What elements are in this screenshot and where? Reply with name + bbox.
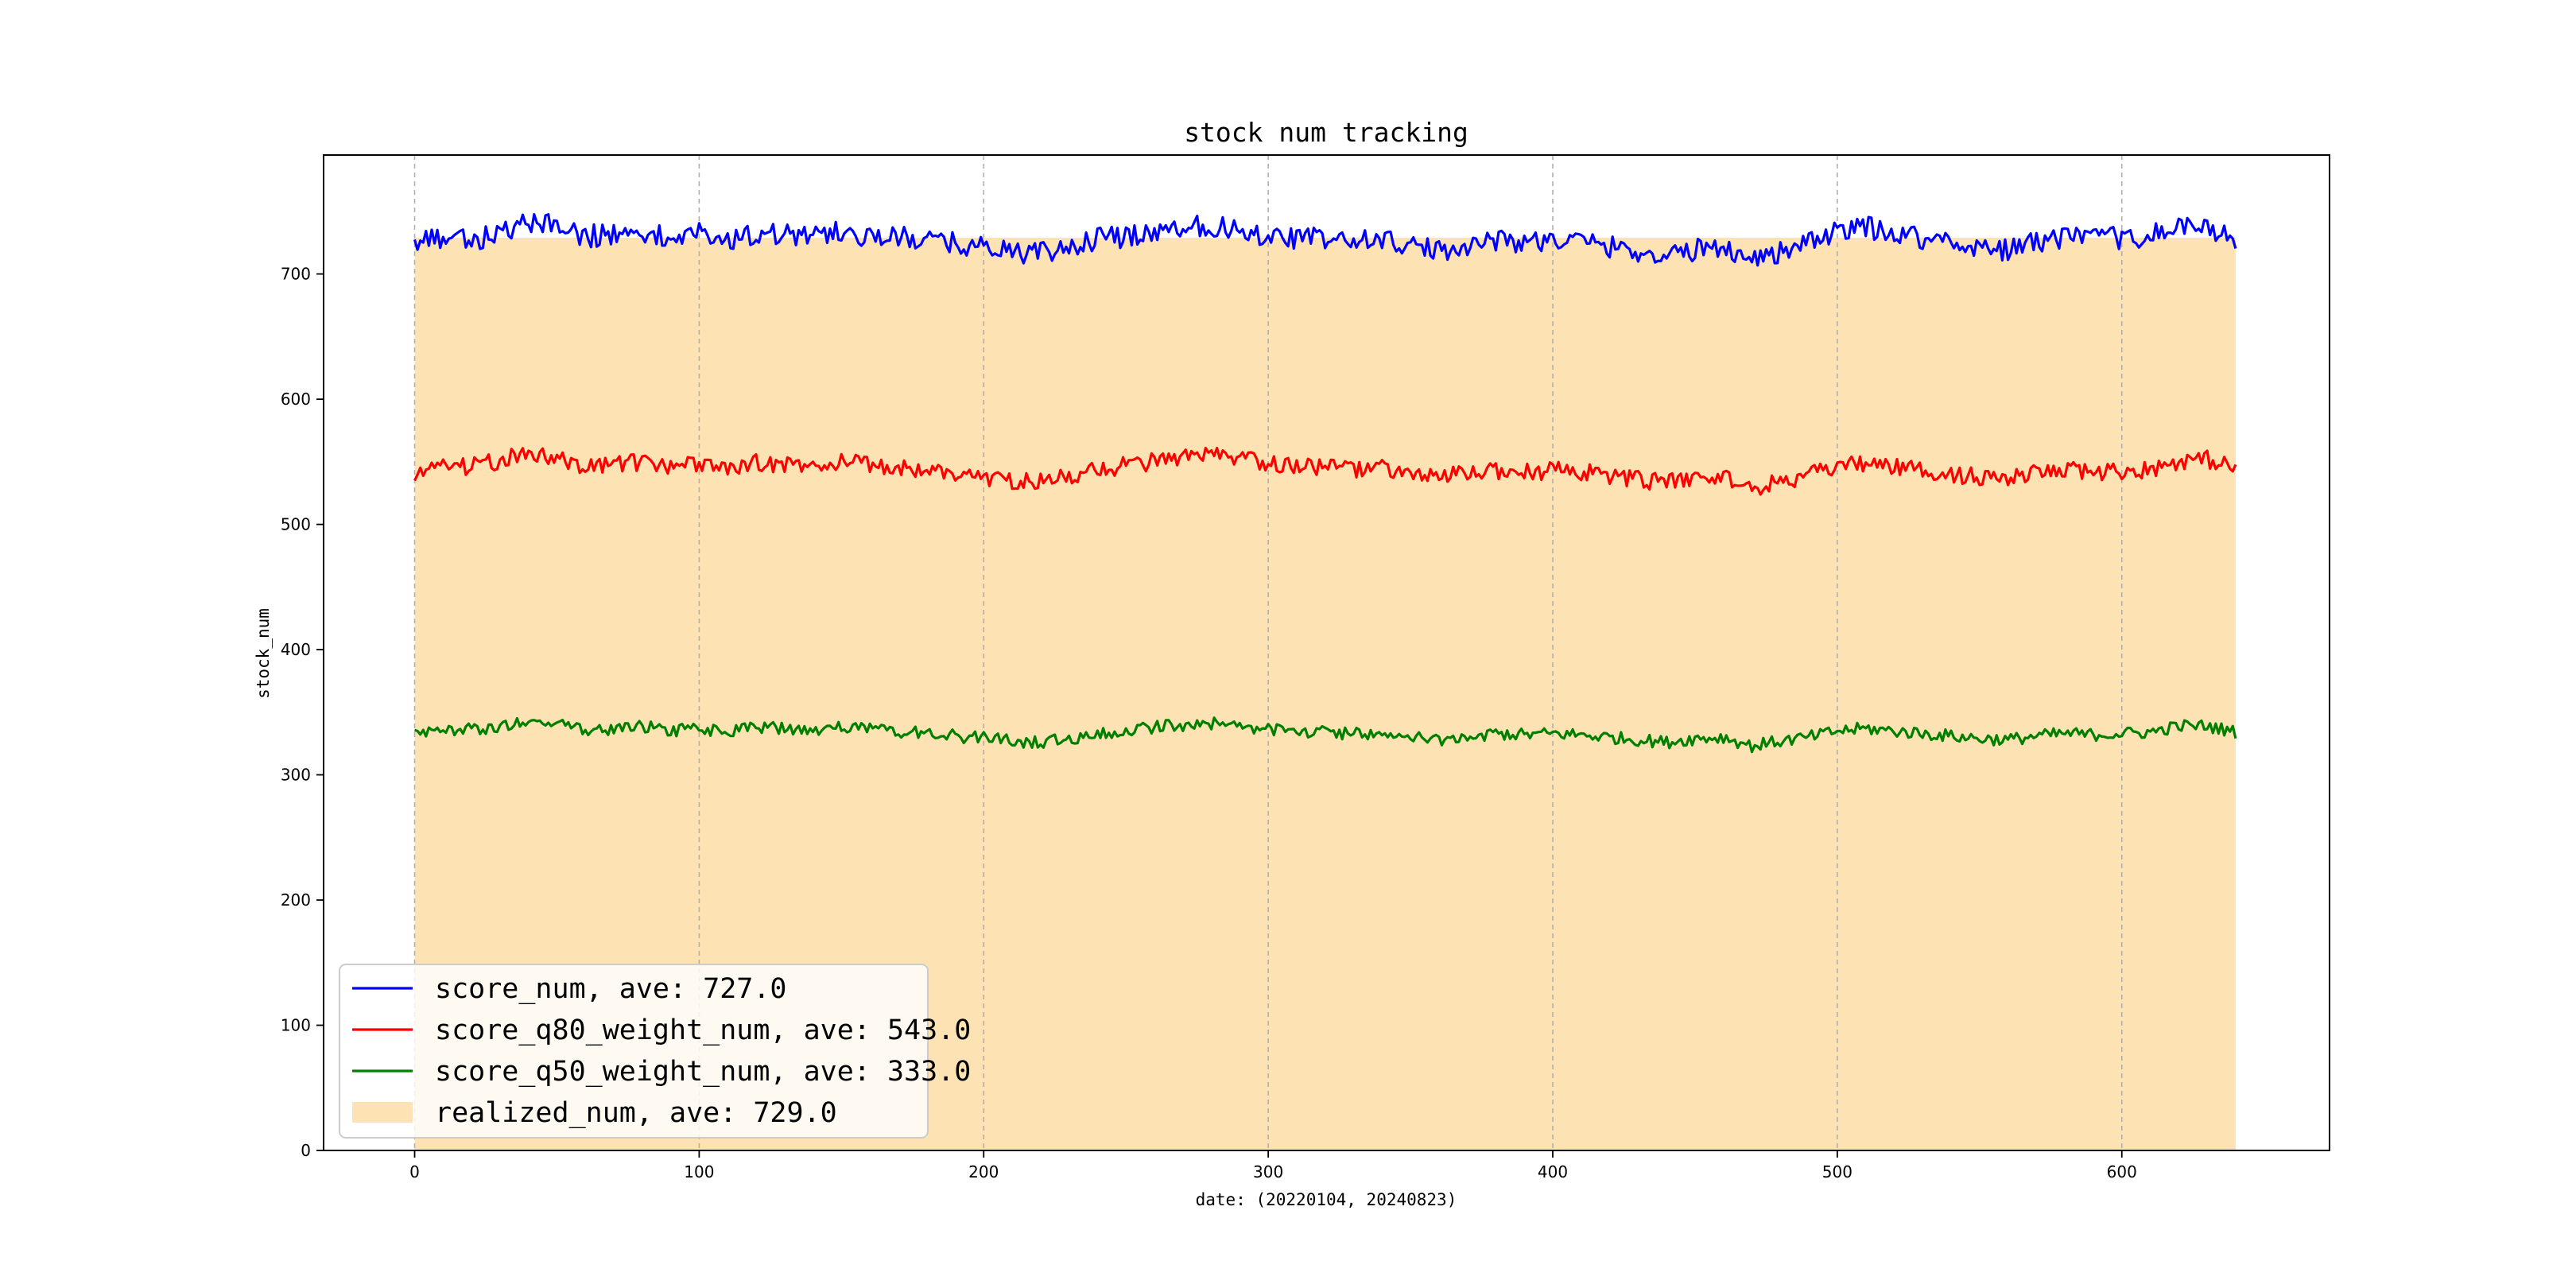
x-tick-label: 300 bbox=[1253, 1162, 1283, 1181]
legend-box bbox=[339, 964, 929, 1139]
legend-entry-label: score_q50_weight_num, ave: 333.0 bbox=[435, 1056, 971, 1088]
x-tick-label: 0 bbox=[409, 1162, 420, 1181]
y-tick-label: 100 bbox=[281, 1016, 311, 1035]
x-tick-label: 500 bbox=[1822, 1162, 1852, 1181]
y-tick-label: 200 bbox=[281, 890, 311, 910]
plot-area: 0 100 200 300 400 500 600 0 100 200 300 400 500 600 70… bbox=[281, 154, 2330, 1181]
chart-title: stock num tracking bbox=[1184, 117, 1468, 148]
y-tick-label: 0 bbox=[301, 1141, 311, 1160]
x-tick-label: 100 bbox=[684, 1162, 714, 1181]
series-line-score-q80-weight-num bbox=[413, 446, 2237, 496]
axes-frame bbox=[323, 154, 2330, 1151]
legend-entry-label: score_q80_weight_num, ave: 543.0 bbox=[435, 1014, 971, 1046]
x-tick-label: 600 bbox=[2107, 1162, 2137, 1181]
y-tick-label: 600 bbox=[281, 390, 311, 409]
y-tick-label: 300 bbox=[281, 766, 311, 785]
x-tick-label: 400 bbox=[1538, 1162, 1568, 1181]
legend-swatch-area bbox=[352, 1102, 413, 1123]
y-tick-label: 500 bbox=[281, 515, 311, 534]
y-tick-label: 700 bbox=[281, 265, 311, 284]
y-axis-label: stock_num bbox=[254, 608, 273, 699]
legend-entry-label: score_num, ave: 727.0 bbox=[435, 973, 787, 1005]
x-axis-label: date: (20220104, 20240823) bbox=[1196, 1190, 1457, 1209]
legend: score_num, ave: 727.0 score_q80_weight_nu… bbox=[339, 964, 971, 1139]
series-line-score-q50-weight-num bbox=[414, 716, 2237, 754]
legend-entry-label: realized_num, ave: 729.0 bbox=[435, 1097, 837, 1129]
x-tick-label: 200 bbox=[968, 1162, 999, 1181]
series-line-score-num bbox=[413, 213, 2237, 267]
y-tick-label: 400 bbox=[281, 640, 311, 659]
